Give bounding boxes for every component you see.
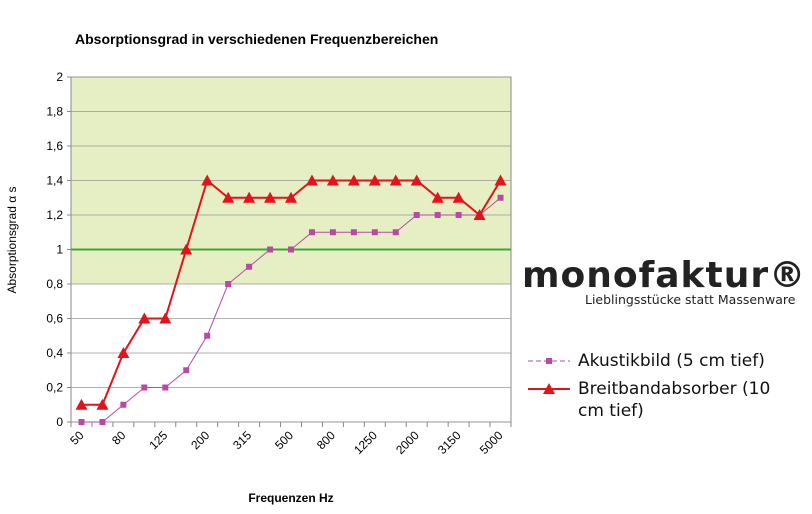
marker bbox=[329, 229, 336, 236]
chart-title: Absorptionsgrad in verschiedenen Frequen… bbox=[75, 31, 438, 47]
y-tick-label: 1 bbox=[56, 243, 63, 257]
logo-name: monofaktur® bbox=[522, 255, 807, 296]
x-tick-label: 315 bbox=[230, 428, 254, 452]
marker bbox=[546, 358, 552, 364]
marker bbox=[543, 383, 555, 394]
x-tick-label: 5000 bbox=[477, 428, 506, 457]
marker bbox=[243, 191, 256, 203]
x-tick-label: 50 bbox=[67, 428, 87, 448]
y-tick-label: 0,8 bbox=[46, 277, 63, 291]
marker bbox=[452, 191, 465, 203]
marker bbox=[347, 174, 360, 186]
marker bbox=[138, 312, 151, 324]
y-axis-label: Absorptionsgrad α s bbox=[5, 187, 19, 294]
x-tick-label: 2000 bbox=[393, 428, 422, 457]
logo: monofaktur® Lieblingsstücke statt Massen… bbox=[522, 255, 807, 308]
marker bbox=[389, 174, 402, 186]
marker bbox=[285, 191, 297, 203]
marker bbox=[288, 246, 294, 253]
legend: Akustikbild (5 cm tief) Breitbandabsorber… bbox=[528, 350, 798, 428]
x-axis-label: Frequenzen Hz bbox=[248, 491, 333, 505]
marker bbox=[180, 243, 193, 255]
x-tick-label: 500 bbox=[272, 428, 296, 452]
y-tick-label: 0,6 bbox=[46, 312, 63, 326]
legend-swatch bbox=[528, 383, 570, 394]
marker bbox=[434, 212, 441, 218]
marker bbox=[222, 191, 235, 203]
x-tick-label: 80 bbox=[109, 428, 129, 448]
marker bbox=[117, 347, 130, 358]
marker bbox=[204, 332, 211, 339]
marker bbox=[78, 419, 85, 425]
marker bbox=[75, 398, 88, 410]
y-tick-label: 1,4 bbox=[46, 174, 63, 188]
legend-label: Akustikbild (5 cm tief) bbox=[578, 351, 765, 371]
marker bbox=[410, 174, 423, 186]
legend-swatch bbox=[528, 358, 570, 364]
marker bbox=[455, 212, 462, 218]
x-tick-label: 1250 bbox=[351, 428, 380, 457]
x-tick-label: 125 bbox=[146, 428, 170, 452]
marker bbox=[162, 384, 169, 391]
marker bbox=[308, 229, 315, 236]
x-tick-label: 200 bbox=[188, 428, 212, 452]
marker bbox=[264, 191, 277, 203]
marker bbox=[497, 194, 504, 201]
marker bbox=[120, 401, 127, 408]
marker bbox=[99, 419, 106, 425]
y-tick-label: 0,2 bbox=[46, 381, 63, 395]
marker bbox=[494, 174, 507, 186]
marker bbox=[225, 281, 232, 287]
legend-label: Breitbandabsorber (10 cm tief) bbox=[578, 379, 771, 421]
marker bbox=[431, 191, 444, 203]
marker bbox=[267, 246, 274, 253]
y-tick-label: 1,8 bbox=[46, 105, 63, 119]
y-tick-label: 1,2 bbox=[46, 208, 63, 222]
marker bbox=[368, 174, 381, 186]
marker bbox=[350, 229, 357, 236]
marker bbox=[326, 174, 339, 186]
marker bbox=[305, 174, 318, 186]
marker bbox=[392, 229, 399, 236]
marker bbox=[413, 212, 420, 218]
marker bbox=[473, 209, 486, 220]
marker bbox=[141, 384, 148, 391]
marker bbox=[371, 229, 378, 236]
y-tick-label: 0 bbox=[56, 415, 63, 429]
marker bbox=[96, 398, 109, 410]
x-tick-label: 3150 bbox=[435, 428, 464, 457]
marker bbox=[201, 174, 214, 186]
legend-entry: Akustikbild (5 cm tief) bbox=[528, 350, 798, 372]
marker bbox=[159, 312, 172, 324]
y-tick-label: 0,4 bbox=[46, 346, 63, 360]
marker bbox=[183, 367, 190, 374]
y-tick-label: 1,6 bbox=[46, 139, 63, 153]
marker bbox=[246, 263, 253, 270]
y-tick-label: 2 bbox=[56, 70, 63, 84]
logo-tagline: Lieblingsstücke statt Massenware bbox=[585, 292, 796, 307]
legend-entry: Breitbandabsorber (10 cm tief) bbox=[528, 378, 798, 422]
x-tick-label: 800 bbox=[314, 428, 338, 452]
